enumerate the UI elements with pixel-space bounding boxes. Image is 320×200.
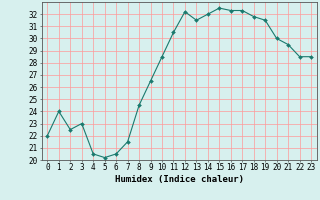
- X-axis label: Humidex (Indice chaleur): Humidex (Indice chaleur): [115, 175, 244, 184]
